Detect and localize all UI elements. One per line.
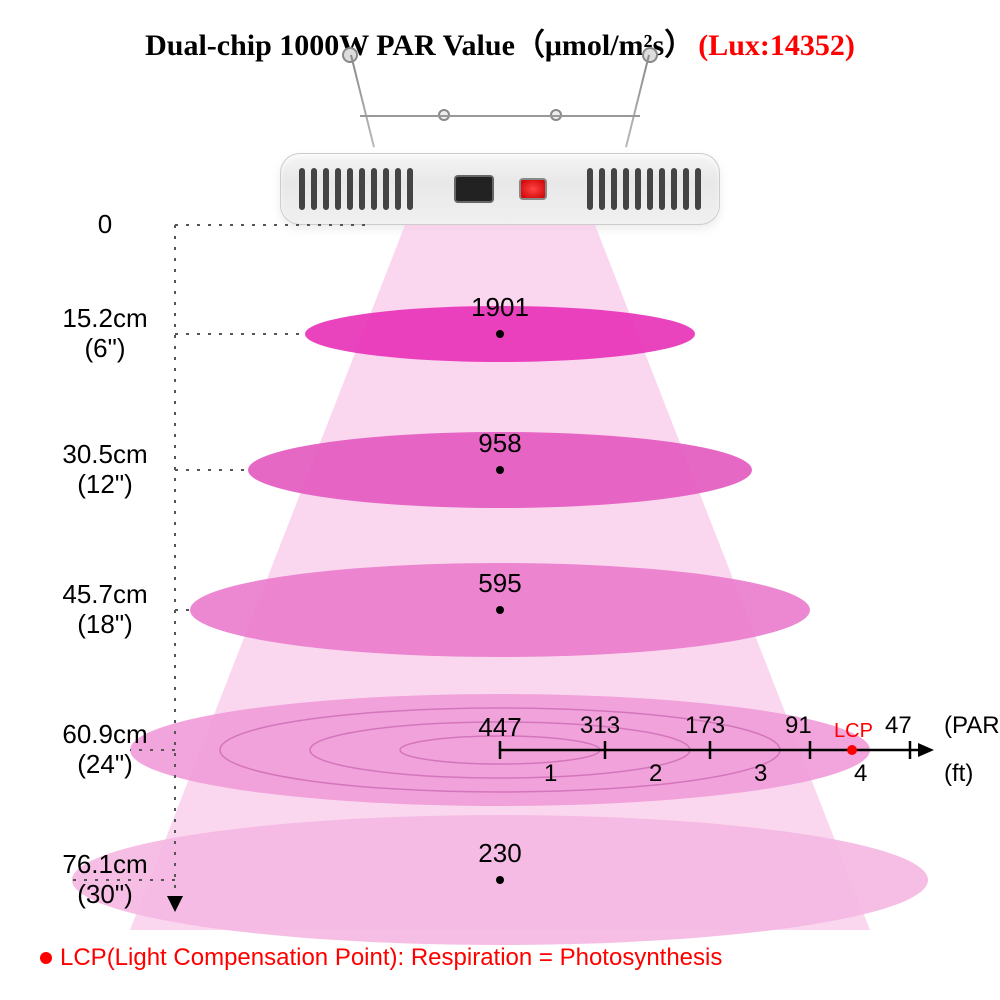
lcp-dot-icon — [40, 952, 52, 964]
ruler-ft-value: 4 — [854, 760, 867, 788]
height-cm: 30.5cm — [45, 440, 165, 470]
par-value: 447 — [478, 712, 521, 743]
par-dot — [496, 606, 504, 614]
ruler-par-value: 47 — [885, 712, 912, 740]
ruler-par-value: 313 — [580, 712, 620, 740]
par-value: 1901 — [471, 292, 529, 323]
par-dot — [496, 466, 504, 474]
ruler-ft-value: 3 — [754, 760, 767, 788]
ruler-ft-unit: (ft) — [944, 760, 973, 788]
height-cm: 60.9cm — [45, 720, 165, 750]
ruler-ft-value: 1 — [544, 760, 557, 788]
footnote: LCP(Light Compensation Point): Respirati… — [40, 944, 722, 972]
height-label: 30.5cm(12") — [45, 440, 165, 500]
ruler-par-value: 173 — [685, 712, 725, 740]
ruler-par-value: 91 — [785, 712, 812, 740]
par-value: 958 — [478, 428, 521, 459]
height-label: 0 — [45, 210, 165, 240]
par-dot — [496, 876, 504, 884]
par-dot — [496, 330, 504, 338]
height-label: 45.7cm(18") — [45, 580, 165, 640]
footnote-text: LCP(Light Compensation Point): Respirati… — [60, 944, 722, 972]
height-inches: (30") — [45, 880, 165, 910]
lcp-dot-icon — [847, 745, 857, 755]
height-label: 15.2cm(6") — [45, 304, 165, 364]
height-cm: 0 — [45, 210, 165, 240]
height-cm: 45.7cm — [45, 580, 165, 610]
height-inches: (12") — [45, 470, 165, 500]
lcp-label: LCP — [834, 720, 873, 743]
height-cm: 15.2cm — [45, 304, 165, 334]
height-inches: (18") — [45, 610, 165, 640]
ruler-ft-value: 2 — [649, 760, 662, 788]
height-label: 60.9cm(24") — [45, 720, 165, 780]
height-inches: (24") — [45, 750, 165, 780]
height-label: 76.1cm(30") — [45, 850, 165, 910]
par-value: 230 — [478, 838, 521, 869]
ruler-par-unit: (PAR) — [944, 712, 1000, 740]
par-value: 595 — [478, 568, 521, 599]
height-cm: 76.1cm — [45, 850, 165, 880]
height-inches: (6") — [45, 334, 165, 364]
